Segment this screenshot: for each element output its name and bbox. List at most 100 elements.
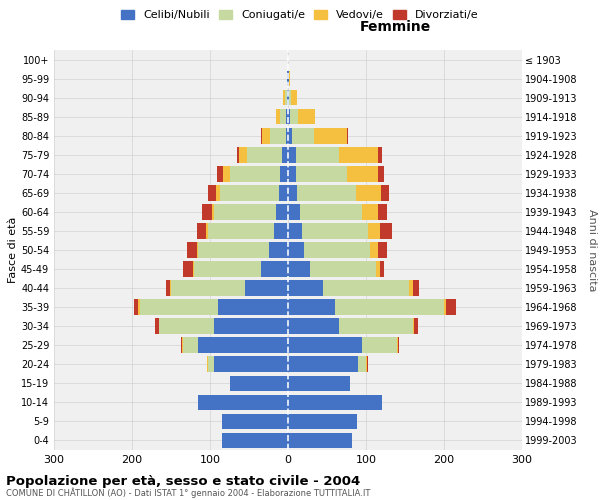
Bar (289, 71, 290, 86)
Bar (245, 280, 288, 296)
Bar (287, 71, 288, 86)
Bar (291, 90, 298, 106)
Bar (184, 261, 193, 277)
Bar (277, 204, 288, 220)
Bar (288, 318, 338, 334)
Bar (198, 394, 288, 410)
Bar (288, 376, 350, 391)
Bar (193, 261, 194, 277)
Bar (302, 223, 368, 239)
Bar (286, 128, 288, 144)
Bar (368, 223, 380, 239)
Bar (214, 318, 288, 334)
Bar (288, 338, 362, 353)
Bar (140, 300, 218, 315)
Bar (187, 242, 197, 258)
Bar (223, 166, 229, 182)
Bar (208, 223, 274, 239)
Bar (214, 204, 277, 220)
Bar (310, 261, 376, 277)
Bar (380, 261, 384, 277)
Bar (212, 204, 214, 220)
Bar (300, 204, 362, 220)
Bar (283, 90, 285, 106)
Bar (288, 128, 292, 144)
Bar (222, 414, 288, 429)
Legend: Celibi/Nubili, Coniugati/e, Vedovi/e, Divorziati/e: Celibi/Nubili, Coniugati/e, Vedovi/e, Di… (117, 6, 483, 25)
Text: Femmine: Femmine (360, 20, 431, 34)
Bar (415, 318, 418, 334)
Bar (277, 109, 280, 124)
Bar (270, 128, 286, 144)
Bar (323, 280, 409, 296)
Bar (280, 109, 286, 124)
Bar (378, 242, 387, 258)
Bar (181, 338, 182, 353)
Text: COMUNE DI CHÂTILLON (AO) - Dati ISTAT 1° gennaio 2004 - Elaborazione TUTTITALIA.: COMUNE DI CHÂTILLON (AO) - Dati ISTAT 1°… (6, 487, 370, 498)
Bar (214, 356, 288, 372)
Bar (197, 242, 198, 258)
Bar (296, 147, 338, 162)
Bar (183, 338, 198, 353)
Bar (288, 280, 323, 296)
Bar (260, 261, 288, 277)
Bar (262, 128, 270, 144)
Y-axis label: Fasce di età: Fasce di età (8, 217, 18, 283)
Bar (229, 166, 280, 182)
Bar (378, 147, 382, 162)
Bar (378, 204, 387, 220)
Bar (198, 338, 288, 353)
Bar (338, 147, 378, 162)
Bar (280, 166, 288, 182)
Bar (288, 242, 304, 258)
Bar (314, 128, 347, 144)
Bar (274, 223, 288, 239)
Bar (288, 90, 289, 106)
Bar (378, 166, 384, 182)
Bar (269, 242, 288, 258)
Bar (304, 242, 370, 258)
Bar (398, 338, 399, 353)
Bar (207, 356, 208, 372)
Bar (166, 280, 170, 296)
Bar (288, 185, 298, 200)
Bar (288, 414, 356, 429)
Bar (413, 280, 419, 296)
Bar (380, 223, 392, 239)
Bar (288, 204, 300, 220)
Bar (282, 147, 288, 162)
Bar (413, 318, 415, 334)
Bar (220, 185, 278, 200)
Bar (347, 128, 348, 144)
Bar (202, 204, 212, 220)
Bar (362, 338, 397, 353)
Bar (239, 147, 247, 162)
Bar (288, 300, 335, 315)
Bar (288, 223, 302, 239)
Bar (338, 318, 413, 334)
Bar (288, 109, 290, 124)
Bar (288, 356, 358, 372)
Bar (229, 376, 288, 391)
Bar (198, 242, 269, 258)
Bar (222, 432, 288, 448)
Bar (298, 185, 356, 200)
Bar (171, 280, 245, 296)
Bar (296, 166, 347, 182)
Bar (446, 300, 456, 315)
Bar (236, 147, 239, 162)
Bar (397, 338, 398, 353)
Bar (217, 166, 223, 182)
Bar (370, 242, 378, 258)
Bar (288, 71, 289, 86)
Bar (292, 128, 314, 144)
Text: Popolazione per età, sesso e stato civile - 2004: Popolazione per età, sesso e stato civil… (6, 474, 360, 488)
Bar (208, 185, 216, 200)
Bar (362, 204, 378, 220)
Bar (194, 261, 260, 277)
Bar (170, 280, 171, 296)
Bar (260, 128, 262, 144)
Bar (286, 109, 288, 124)
Bar (366, 356, 367, 372)
Bar (288, 166, 296, 182)
